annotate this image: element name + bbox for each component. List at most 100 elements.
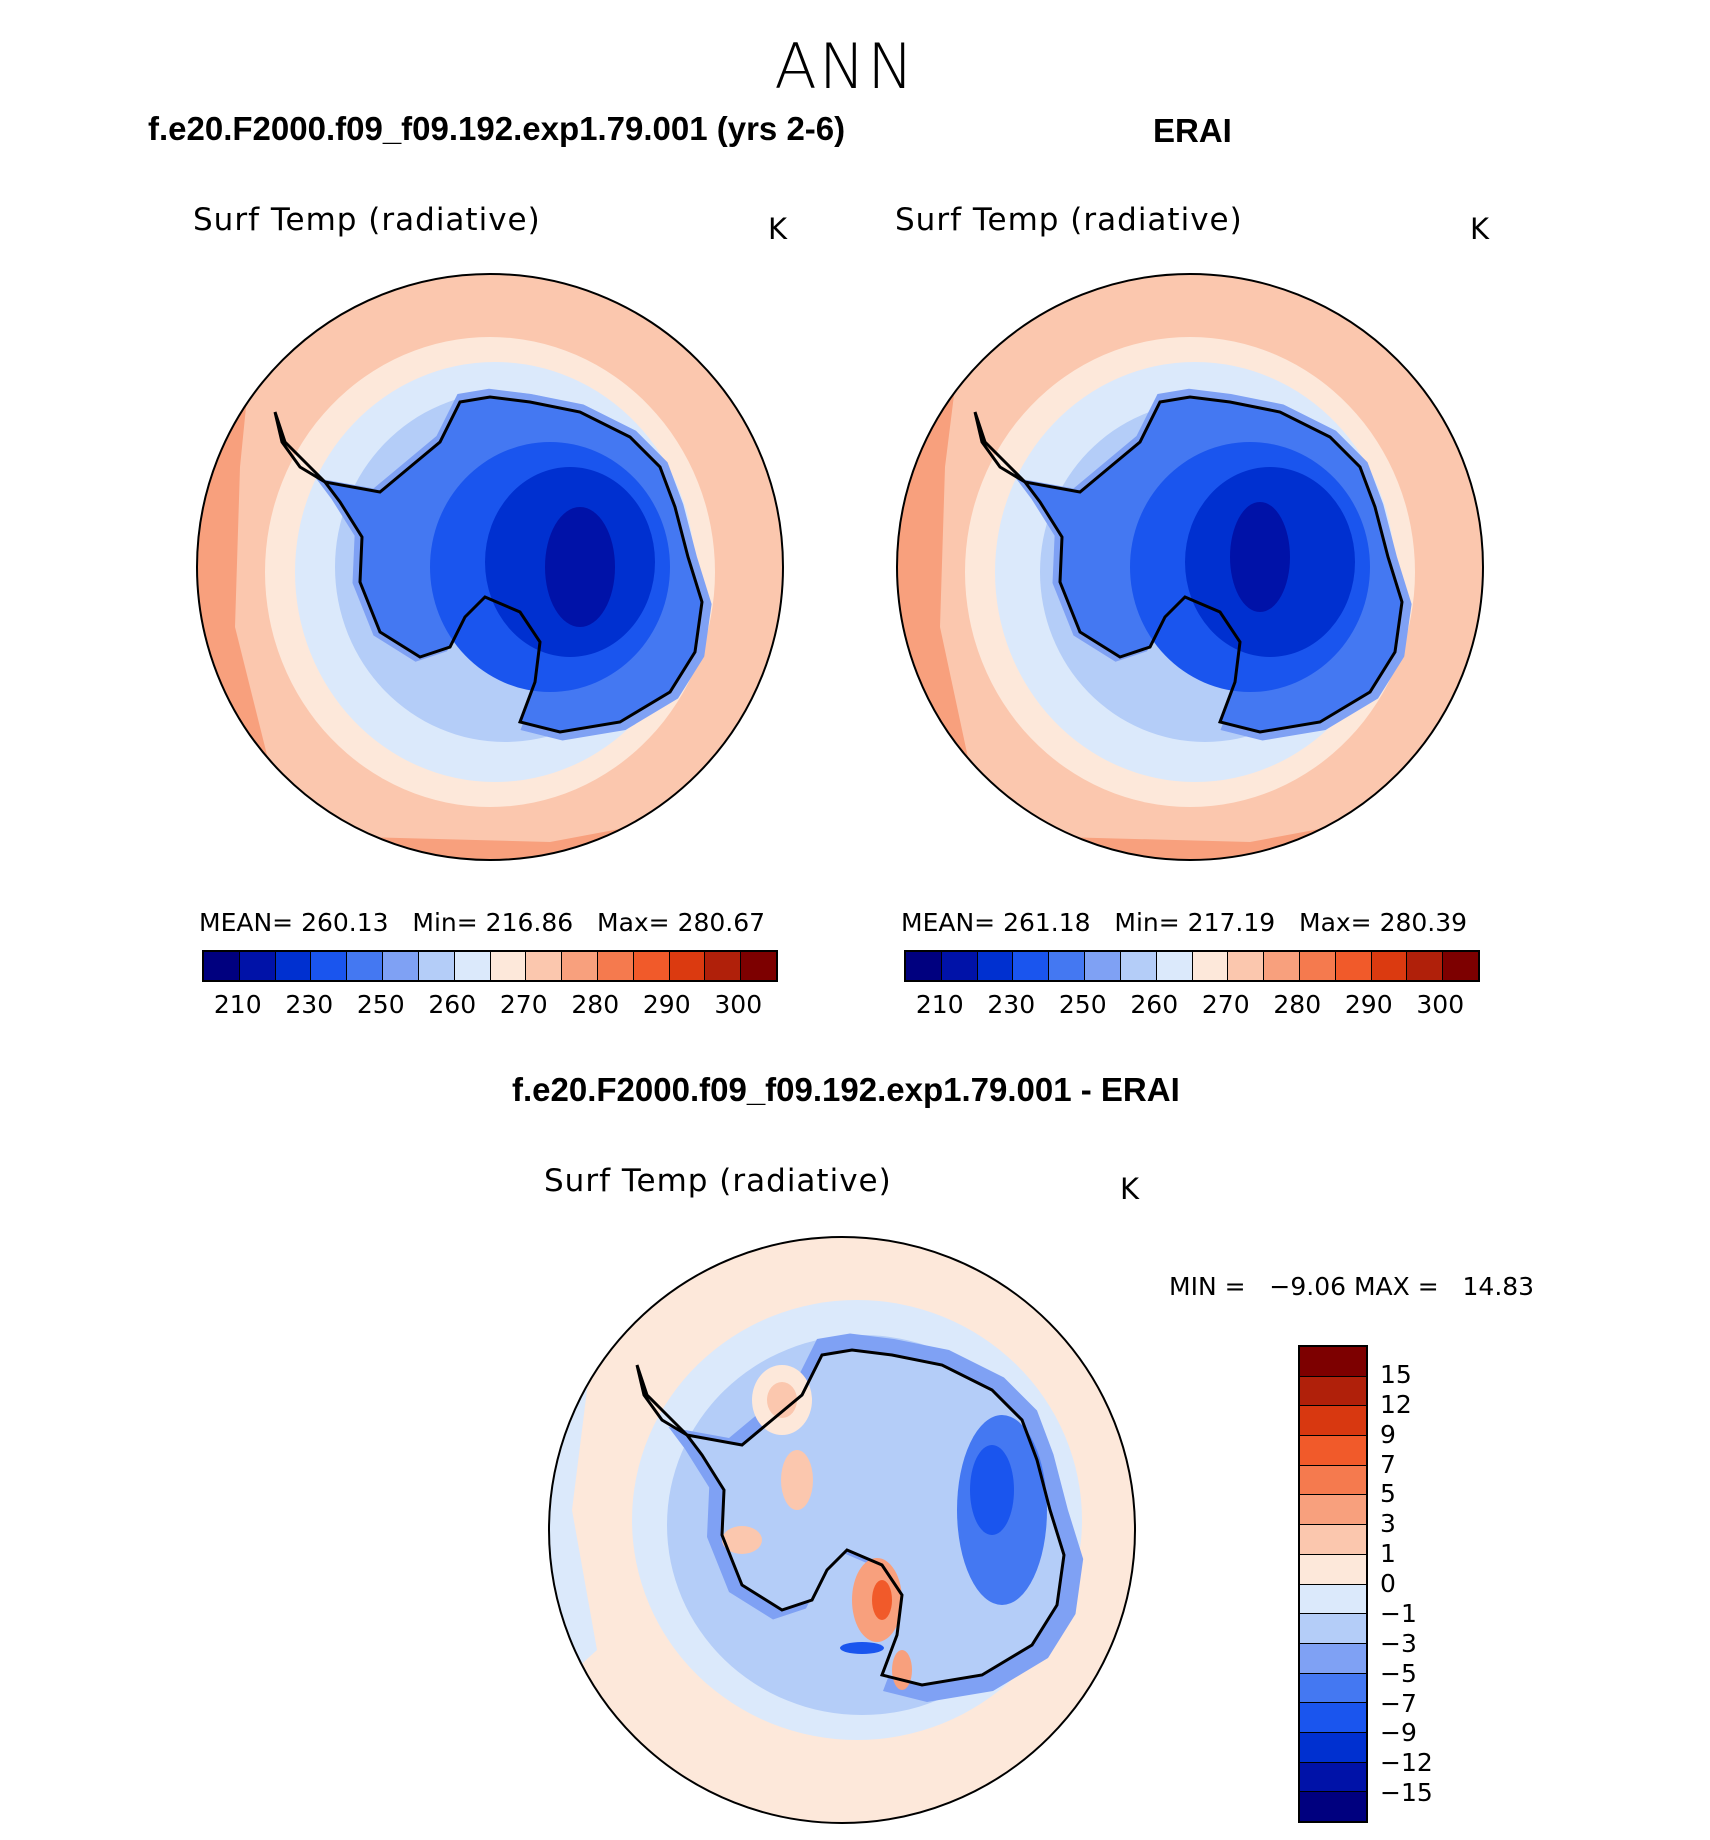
colorbar-swatch (1300, 1614, 1366, 1644)
colorbar-swatch (418, 952, 455, 980)
panel1-colorbar (202, 950, 778, 982)
colorbar-swatch (597, 952, 634, 980)
diff-colorbar (1298, 1345, 1368, 1823)
panel2-colorbar (904, 950, 1480, 982)
colorbar-tick-label: 15 (1380, 1359, 1412, 1389)
colorbar-swatch (741, 952, 776, 980)
diff-case-title: f.e20.F2000.f09_f09.192.exp1.79.001 - ER… (512, 1071, 1180, 1108)
colorbar-tick-label: −15 (1380, 1778, 1433, 1808)
colorbar-tick-label: 230 (285, 990, 334, 1019)
colorbar-tick-label: −12 (1380, 1748, 1433, 1778)
colorbar-swatch (1300, 1376, 1366, 1407)
colorbar-swatch (1300, 1406, 1366, 1437)
colorbar-tick-label: 0 (1380, 1569, 1396, 1598)
colorbar-tick-label: 1 (1380, 1539, 1396, 1569)
colorbar-swatch (1300, 1673, 1366, 1704)
panel1-polar-map (196, 273, 784, 861)
colorbar-tick-label: −5 (1380, 1658, 1417, 1688)
colorbar-swatch (977, 952, 1014, 980)
colorbar-tick-label: 300 (1416, 990, 1465, 1019)
colorbar-tick-label: 230 (987, 990, 1036, 1019)
colorbar-swatch (1300, 1554, 1366, 1585)
colorbar-swatch (239, 952, 276, 980)
colorbar-swatch (1300, 1495, 1366, 1526)
panel1-units-label: K (768, 212, 788, 246)
colorbar-swatch (1300, 1643, 1366, 1674)
colorbar-tick-label: 210 (213, 990, 262, 1019)
colorbar-tick-label: −7 (1380, 1688, 1417, 1718)
colorbar-tick-label: 270 (499, 990, 548, 1019)
panel2-stats: MEAN= 261.18 Min= 217.19 Max= 280.39 (901, 908, 1467, 937)
colorbar-swatch (1371, 952, 1408, 980)
season-title: ANN (774, 30, 916, 103)
colorbar-swatch (1300, 1792, 1366, 1821)
diff-variable-label: Surf Temp (radiative) (544, 1163, 892, 1199)
colorbar-tick-label: −9 (1380, 1718, 1417, 1748)
diff-units-label: K (1120, 1172, 1140, 1206)
colorbar-swatch (1300, 1525, 1366, 1555)
colorbar-swatch (562, 952, 598, 980)
panel2-max-label: Max= (1299, 908, 1372, 937)
colorbar-tick-label: 210 (915, 990, 964, 1019)
colorbar-swatch (275, 952, 312, 980)
colorbar-tick-label: 7 (1380, 1449, 1396, 1479)
colorbar-swatch (669, 952, 706, 980)
diff-polar-map (548, 1236, 1136, 1824)
colorbar-tick-label: 290 (642, 990, 691, 1019)
colorbar-swatch (633, 952, 670, 980)
colorbar-tick-label: 270 (1201, 990, 1250, 1019)
colorbar-swatch (204, 952, 240, 980)
panel2-mean-value: 261.18 (1003, 908, 1091, 937)
colorbar-swatch (311, 952, 348, 980)
panel1-min-label: Min= (412, 908, 478, 937)
panel2-max-value: 280.39 (1379, 908, 1468, 937)
colorbar-swatch (941, 952, 978, 980)
colorbar-swatch (1300, 1347, 1366, 1377)
panel2-colorbar-ticks: 210 230 250 260 270 280 290 300 (904, 990, 1480, 1020)
colorbar-swatch (1156, 952, 1193, 980)
colorbar-tick-label: 300 (714, 990, 763, 1019)
colorbar-swatch (906, 952, 942, 980)
diff-max-label: MAX = (1353, 1272, 1439, 1301)
panel2-polar-map (896, 273, 1484, 861)
colorbar-tick-label: 260 (1130, 990, 1179, 1019)
panel1-stats: MEAN= 260.13 Min= 216.86 Max= 280.67 (199, 908, 765, 937)
colorbar-tick-label: 250 (356, 990, 405, 1019)
colorbar-swatch (1300, 1436, 1366, 1466)
colorbar-swatch (1228, 952, 1265, 980)
colorbar-swatch (1335, 952, 1372, 980)
colorbar-tick-label: 9 (1380, 1419, 1396, 1449)
colorbar-tick-label: 3 (1380, 1509, 1396, 1539)
panel1-mean-value: 260.13 (301, 908, 389, 937)
colorbar-tick-label: 5 (1380, 1479, 1396, 1509)
colorbar-swatch (1443, 952, 1478, 980)
colorbar-swatch (1299, 952, 1336, 980)
panel1-max-label: Max= (597, 908, 670, 937)
panel1-variable-label: Surf Temp (radiative) (193, 202, 541, 238)
panel1-mean-label: MEAN= (199, 908, 294, 937)
colorbar-swatch (1300, 1703, 1366, 1733)
colorbar-swatch (347, 952, 384, 980)
colorbar-swatch (1085, 952, 1121, 980)
colorbar-swatch (1300, 1732, 1366, 1763)
colorbar-swatch (1300, 1584, 1366, 1615)
colorbar-swatch (705, 952, 742, 980)
colorbar-swatch (1407, 952, 1444, 980)
colorbar-swatch (1013, 952, 1050, 980)
panel1-min-value: 216.86 (485, 908, 574, 937)
colorbar-tick-label: 260 (428, 990, 477, 1019)
panel2-min-value: 217.19 (1187, 908, 1276, 937)
diff-colorbar-labels: 15 12 9 7 5 3 1 0 −1 −3 −5 −7 −9 −12 −15 (1380, 1345, 1480, 1823)
colorbar-swatch (454, 952, 491, 980)
colorbar-swatch (1300, 1762, 1366, 1793)
colorbar-tick-label: 280 (1273, 990, 1322, 1019)
colorbar-swatch (1264, 952, 1300, 980)
panel1-max-value: 280.67 (677, 908, 766, 937)
diff-min-label: MIN = (1169, 1272, 1246, 1301)
diff-stats: MIN = −9.06 MAX = 14.83 (1169, 1272, 1534, 1301)
colorbar-tick-label: 12 (1380, 1389, 1412, 1419)
panel2-case-title: ERAI (1153, 112, 1232, 149)
colorbar-tick-label: 250 (1058, 990, 1107, 1019)
colorbar-swatch (1049, 952, 1086, 980)
colorbar-tick-label: 280 (571, 990, 620, 1019)
